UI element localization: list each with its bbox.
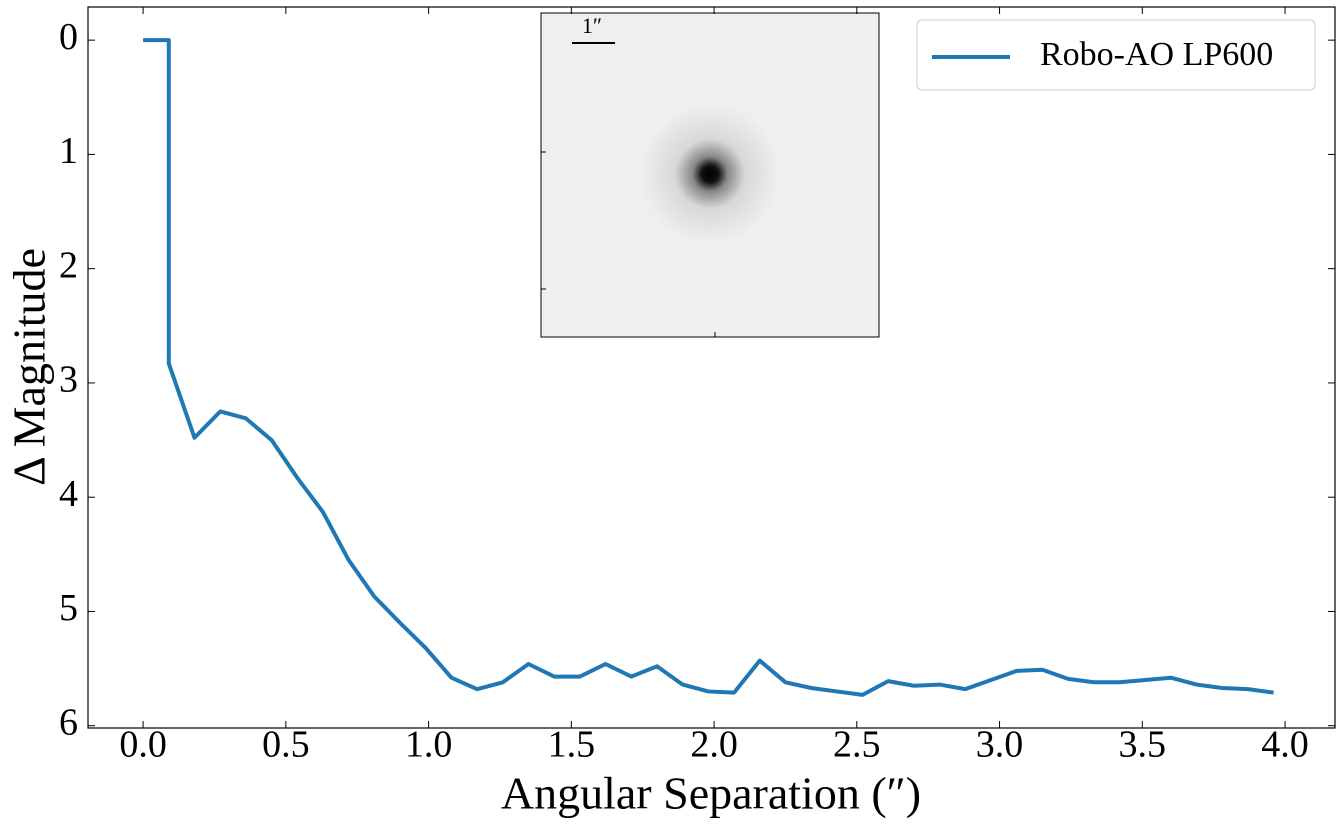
x-tick-label: 4.0 bbox=[1261, 724, 1309, 766]
x-tick-label: 0.5 bbox=[262, 724, 310, 766]
x-tick-label: 2.5 bbox=[833, 724, 881, 766]
x-axis-title: Angular Separation (″) bbox=[501, 768, 921, 819]
x-tick-label: 2.0 bbox=[690, 724, 738, 766]
y-tick-label: 2 bbox=[59, 244, 78, 286]
series-line bbox=[143, 38, 1274, 697]
x-tick-label: 3.0 bbox=[976, 724, 1024, 766]
x-tick-label: 0.0 bbox=[119, 724, 167, 766]
plot-frame bbox=[87, 6, 1336, 729]
scale-label: 1″ bbox=[582, 13, 602, 38]
x-tick-label: 1.0 bbox=[405, 724, 453, 766]
x-tick-label: 1.5 bbox=[548, 724, 596, 766]
y-tick-label: 4 bbox=[59, 473, 78, 515]
x-tick-label: 3.5 bbox=[1119, 724, 1167, 766]
y-tick-label: 1 bbox=[59, 130, 78, 172]
y-tick-label: 6 bbox=[59, 701, 78, 743]
legend-box bbox=[916, 19, 1316, 91]
inset-image bbox=[540, 12, 880, 338]
y-axis-title: Δ Magnitude bbox=[4, 248, 55, 486]
inset-star bbox=[640, 104, 780, 244]
legend-label: Robo-AO LP600 bbox=[1040, 36, 1273, 73]
y-tick-label: 3 bbox=[59, 359, 78, 401]
legend: Robo-AO LP600 bbox=[916, 19, 1316, 91]
y-tick-label: 5 bbox=[59, 587, 78, 629]
y-tick-label: 0 bbox=[59, 16, 78, 58]
inset: 1″ bbox=[540, 12, 880, 338]
